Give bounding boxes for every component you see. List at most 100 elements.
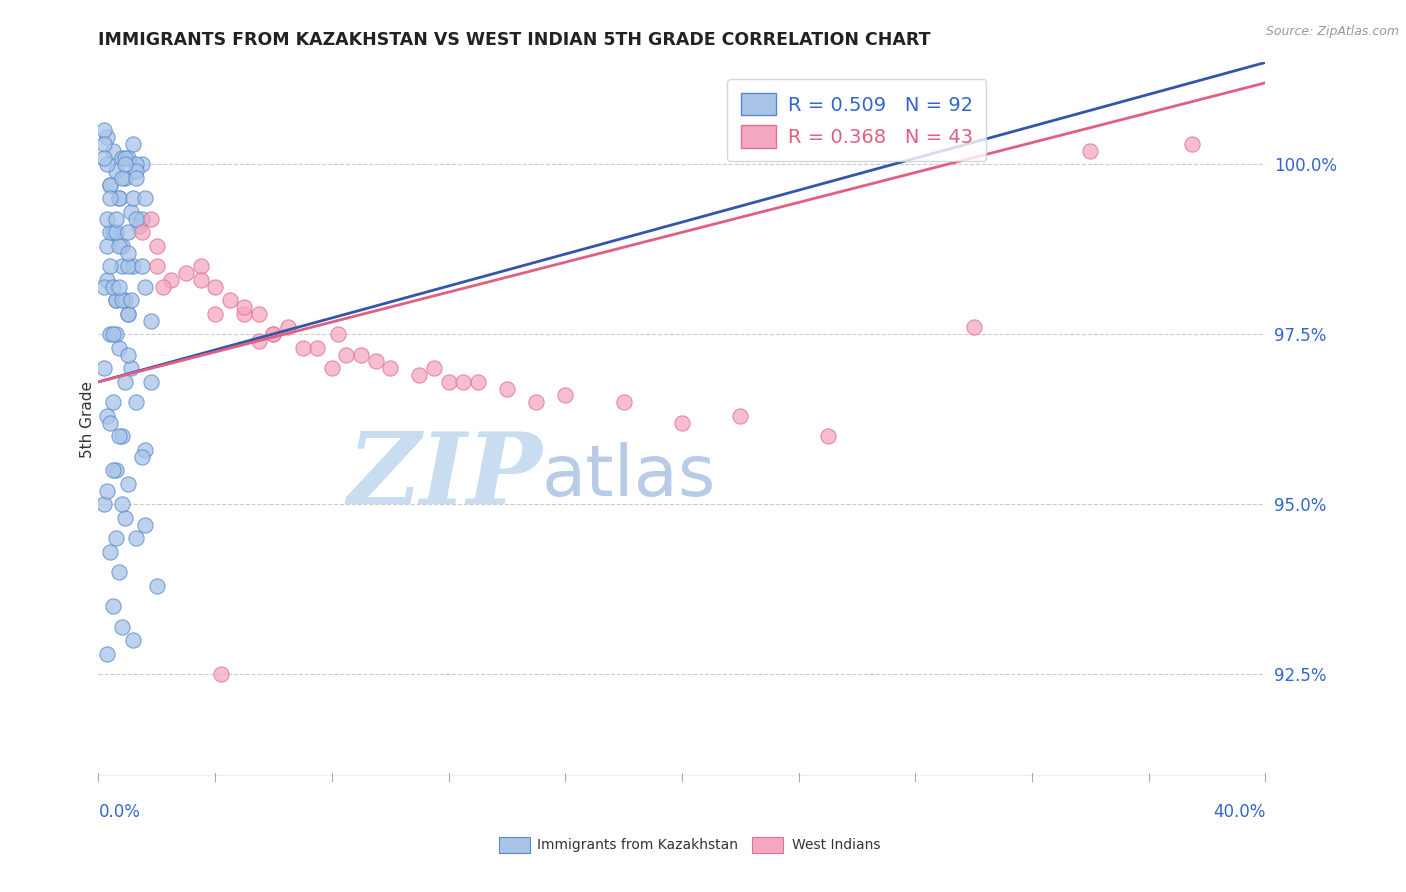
Point (131, 225, 153, 239)
Point (98, 178, 121, 192)
Point (111, 497, 134, 511)
Point (117, 260, 139, 274)
Y-axis label: 5th Grade: 5th Grade (80, 381, 94, 458)
Point (524, 395, 547, 409)
Point (962, 320, 984, 334)
Point (408, 368, 430, 382)
Point (111, 239, 134, 253)
Point (117, 307, 139, 321)
Point (1181, 136, 1204, 151)
Point (117, 307, 139, 321)
Point (93, 136, 115, 151)
Point (125, 395, 148, 409)
Point (134, 517, 156, 532)
Point (98, 327, 121, 342)
Point (108, 429, 131, 443)
Point (204, 279, 226, 293)
Point (467, 375, 489, 389)
Point (104, 164, 127, 178)
Point (98, 178, 121, 192)
Point (218, 293, 240, 308)
Point (262, 327, 284, 342)
Point (495, 382, 517, 396)
Point (101, 395, 124, 409)
Text: Source: ZipAtlas.com: Source: ZipAtlas.com (1265, 25, 1399, 38)
Point (96, 157, 118, 171)
Point (101, 463, 124, 477)
Point (111, 293, 134, 308)
Point (554, 388, 576, 402)
Point (146, 260, 169, 274)
Point (423, 361, 446, 376)
Point (98, 191, 121, 205)
Point (104, 211, 127, 226)
Point (108, 565, 131, 579)
Point (451, 375, 474, 389)
Point (104, 327, 127, 342)
Point (96, 130, 118, 145)
Point (134, 279, 156, 293)
Point (101, 327, 124, 342)
Point (817, 429, 839, 443)
Point (209, 667, 232, 681)
Point (93, 123, 115, 137)
Point (101, 144, 124, 158)
Point (104, 225, 127, 239)
Point (152, 279, 174, 293)
Point (326, 327, 349, 342)
Point (131, 450, 153, 464)
Point (247, 307, 270, 321)
Point (114, 293, 136, 308)
Point (131, 260, 153, 274)
Point (160, 273, 183, 287)
Point (437, 375, 460, 389)
Point (98, 545, 121, 559)
Point (114, 157, 136, 171)
Point (96, 647, 118, 661)
Point (671, 416, 693, 430)
Point (111, 260, 134, 274)
Point (96, 409, 118, 423)
Text: 40.0%: 40.0% (1213, 803, 1265, 821)
Point (108, 341, 131, 355)
Point (364, 354, 387, 368)
Text: 0.0%: 0.0% (98, 803, 141, 821)
Point (98, 416, 121, 430)
Point (174, 266, 197, 280)
Point (262, 327, 284, 342)
Point (114, 171, 136, 186)
Point (108, 191, 131, 205)
Point (247, 334, 270, 348)
Point (1080, 144, 1102, 158)
Point (117, 348, 139, 362)
Point (114, 151, 136, 165)
Point (122, 633, 145, 648)
Point (108, 279, 131, 293)
Point (98, 260, 121, 274)
Point (134, 442, 156, 457)
Point (125, 157, 148, 171)
Point (101, 599, 124, 614)
Point (101, 279, 124, 293)
Point (104, 293, 127, 308)
Point (612, 395, 634, 409)
Point (139, 211, 162, 226)
Legend: R = 0.509   N = 92, R = 0.368   N = 43: R = 0.509 N = 92, R = 0.368 N = 43 (727, 79, 987, 161)
Point (321, 361, 343, 376)
Point (117, 225, 139, 239)
Point (93, 279, 115, 293)
Point (128, 219, 150, 233)
Point (111, 429, 134, 443)
Point (108, 239, 131, 253)
Point (131, 211, 153, 226)
Point (122, 136, 145, 151)
Point (96, 239, 118, 253)
Point (307, 341, 329, 355)
Point (131, 157, 153, 171)
Point (101, 225, 124, 239)
Text: West Indians: West Indians (792, 838, 880, 852)
Point (111, 151, 134, 165)
Point (125, 211, 148, 226)
Point (190, 273, 212, 287)
Point (350, 348, 373, 362)
